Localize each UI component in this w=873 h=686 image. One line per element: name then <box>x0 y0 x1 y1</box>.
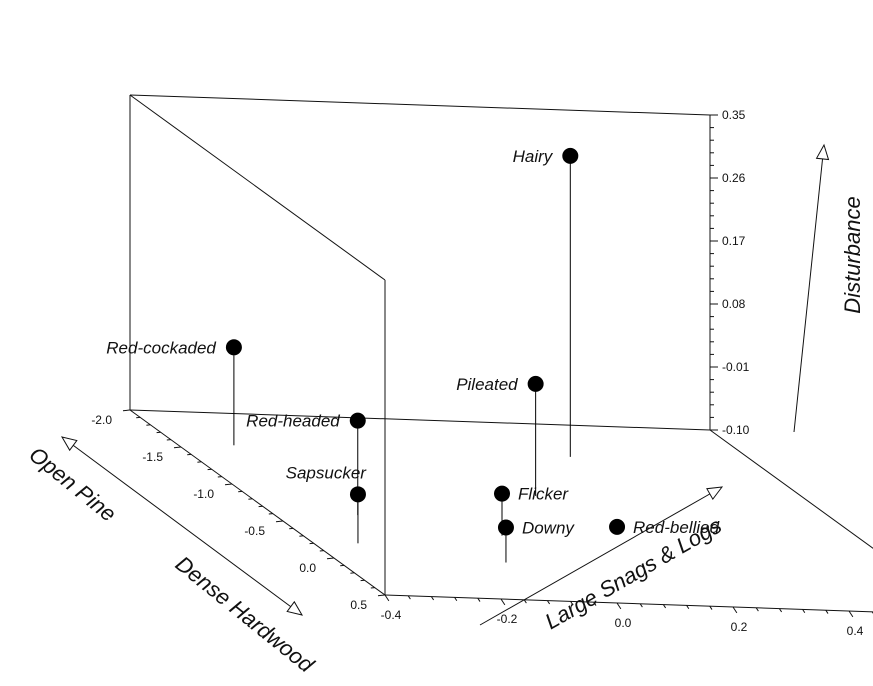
z-direction-arrow-shaft <box>793 144 825 433</box>
point-flicker <box>494 485 510 502</box>
z-tick-label: 0.17 <box>722 234 746 248</box>
wall-top-back <box>129 94 711 116</box>
y-tick-label: 0.0 <box>299 561 316 575</box>
x-minor-tick <box>802 609 806 614</box>
y-major-tick <box>275 520 284 523</box>
x-minor-tick <box>825 609 829 614</box>
label-pileated: Pileated <box>456 375 518 394</box>
z-tick-label: 0.08 <box>722 297 746 311</box>
axis-tick-labels: -0.4-0.20.00.20.40.6-2.0-1.5-1.0-0.50.00… <box>91 108 864 638</box>
label-flicker: Flicker <box>518 485 569 504</box>
y-axis-title-low: Dense Hardwood <box>171 551 319 678</box>
axis-arrows <box>60 143 830 626</box>
z-direction-arrow-head <box>815 143 830 161</box>
label-red-headed: Red-headed <box>246 412 340 431</box>
z-tick-label: -0.01 <box>722 360 750 374</box>
point-hairy <box>562 147 579 164</box>
x-major-tick <box>732 606 738 614</box>
label-hairy: Hairy <box>513 147 554 166</box>
x-minor-tick <box>477 597 481 602</box>
data-point-labels: Hairy Red-cockaded Pileated Red-bellied Red-… <box>106 147 719 538</box>
x-minor-tick <box>686 605 690 610</box>
point-red-headed <box>349 412 366 429</box>
x-major-tick <box>616 602 622 610</box>
x-direction-arrow-shaft <box>479 486 723 626</box>
x-major-tick <box>384 594 390 602</box>
y-major-tick <box>326 557 335 560</box>
x-minor-tick <box>593 601 597 606</box>
data-points <box>225 147 626 536</box>
y-axis-title-high: Open Pine <box>24 442 121 527</box>
x-major-tick <box>500 598 506 606</box>
x-tick-label: 0.0 <box>615 616 632 630</box>
y-tick-label: -1.5 <box>142 450 163 464</box>
floor-edge-right <box>709 429 873 549</box>
x-minor-tick <box>639 603 643 608</box>
point-sapsucker <box>349 486 366 503</box>
y-direction-arrow-head-high <box>60 436 78 452</box>
y-direction-arrow-shaft <box>61 436 303 616</box>
x-major-tick <box>848 610 854 618</box>
y-tick-label: -0.5 <box>244 524 265 538</box>
y-direction-arrow-head-low <box>286 600 304 616</box>
point-pileated <box>527 375 544 392</box>
y-tick-label: -2.0 <box>91 413 112 427</box>
x-minor-tick <box>407 595 411 600</box>
x-minor-tick <box>755 607 759 612</box>
point-downy <box>497 519 514 536</box>
y-major-tick <box>377 594 386 597</box>
x-tick-label: -0.2 <box>497 612 518 626</box>
x-tick-label: -0.4 <box>381 608 402 622</box>
label-red-cockaded: Red-cockaded <box>106 338 216 357</box>
label-red-bellied: Red-bellied <box>633 518 720 537</box>
z-tick-label: 0.35 <box>722 108 746 122</box>
y-major-tick <box>224 483 233 486</box>
x-minor-tick <box>662 604 667 609</box>
x-direction-arrow-head <box>706 486 724 501</box>
x-minor-tick <box>546 600 551 605</box>
point-red-cockaded <box>225 339 242 356</box>
z-tick-label: 0.26 <box>722 171 746 185</box>
point-red-bellied <box>609 518 626 535</box>
x-minor-tick <box>570 601 574 606</box>
floor-edge-front <box>384 594 873 613</box>
x-minor-tick <box>454 597 458 602</box>
floor-edge-left <box>129 409 386 596</box>
x-minor-tick <box>430 596 435 601</box>
y-tick-label: 0.5 <box>350 598 367 612</box>
plot-frame <box>129 94 873 613</box>
axis-ticks <box>122 114 873 618</box>
x-minor-tick <box>523 599 527 604</box>
z-axis-title: Disturbance <box>840 196 865 313</box>
y-tick-label: -1.0 <box>193 487 214 501</box>
wall-top-left <box>129 94 386 281</box>
x-minor-tick <box>778 608 783 613</box>
z-tick-label: -0.10 <box>722 423 750 437</box>
x-minor-tick <box>709 605 713 610</box>
x-tick-label: 0.4 <box>847 624 864 638</box>
label-sapsucker: Sapsucker <box>286 463 368 482</box>
x-tick-label: 0.2 <box>731 620 748 634</box>
label-downy: Downy <box>522 519 575 538</box>
y-major-tick <box>122 409 131 412</box>
floor-edge-back <box>129 409 711 431</box>
y-major-tick <box>173 446 182 449</box>
